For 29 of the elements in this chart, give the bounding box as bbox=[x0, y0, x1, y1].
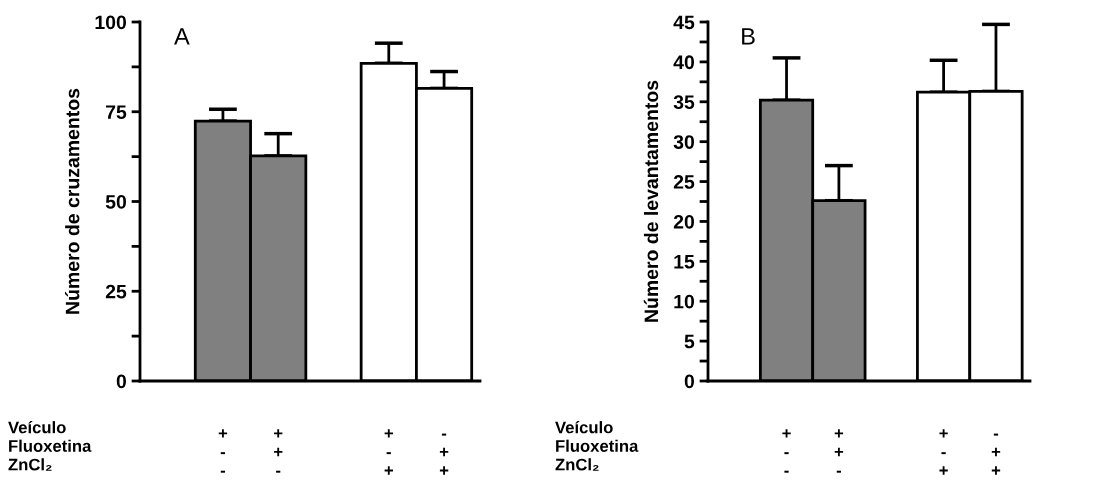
y-tick-label: 35 bbox=[673, 95, 695, 110]
y-tick-label: 50 bbox=[105, 194, 127, 209]
y-tick-label: 25 bbox=[105, 284, 127, 299]
y-tick-label: 0 bbox=[116, 374, 127, 389]
x-tick-label: + - - bbox=[218, 429, 228, 473]
x-tick-label: - + + bbox=[439, 433, 449, 475]
y-tick-label: 10 bbox=[674, 294, 695, 309]
y-axis-title: Número de cruzamentos bbox=[64, 88, 80, 314]
y-tick-label: 15 bbox=[674, 255, 695, 269]
y-tick-label: 20 bbox=[673, 214, 695, 229]
x-tick-label: + - + bbox=[939, 429, 948, 475]
text: Veículo Fluoxetina ZnCl₂ bbox=[555, 420, 639, 471]
y-tick-label: 25 bbox=[673, 175, 695, 189]
text: B bbox=[742, 28, 755, 45]
y-tick-label: 40 bbox=[673, 55, 695, 70]
y-tick-label: 100 bbox=[95, 15, 127, 30]
y-tick-label: 5 bbox=[684, 334, 695, 349]
x-tick-label: + + - bbox=[274, 429, 283, 473]
y-tick-label: 75 bbox=[106, 105, 127, 119]
text: Veículo Fluoxetina ZnCl₂ bbox=[8, 420, 92, 471]
text: A bbox=[174, 28, 190, 45]
x-tick-label: + - + bbox=[384, 429, 393, 475]
y-tick-label: 45 bbox=[673, 15, 695, 30]
y-tick-label: 0 bbox=[684, 374, 695, 389]
y-axis-title: Número de levantamentos bbox=[643, 80, 659, 322]
y-tick-label: 30 bbox=[673, 135, 695, 149]
x-tick-label: + - - bbox=[782, 429, 791, 473]
x-tick-label: - + + bbox=[991, 433, 1001, 475]
x-tick-label: + + - bbox=[834, 429, 844, 473]
